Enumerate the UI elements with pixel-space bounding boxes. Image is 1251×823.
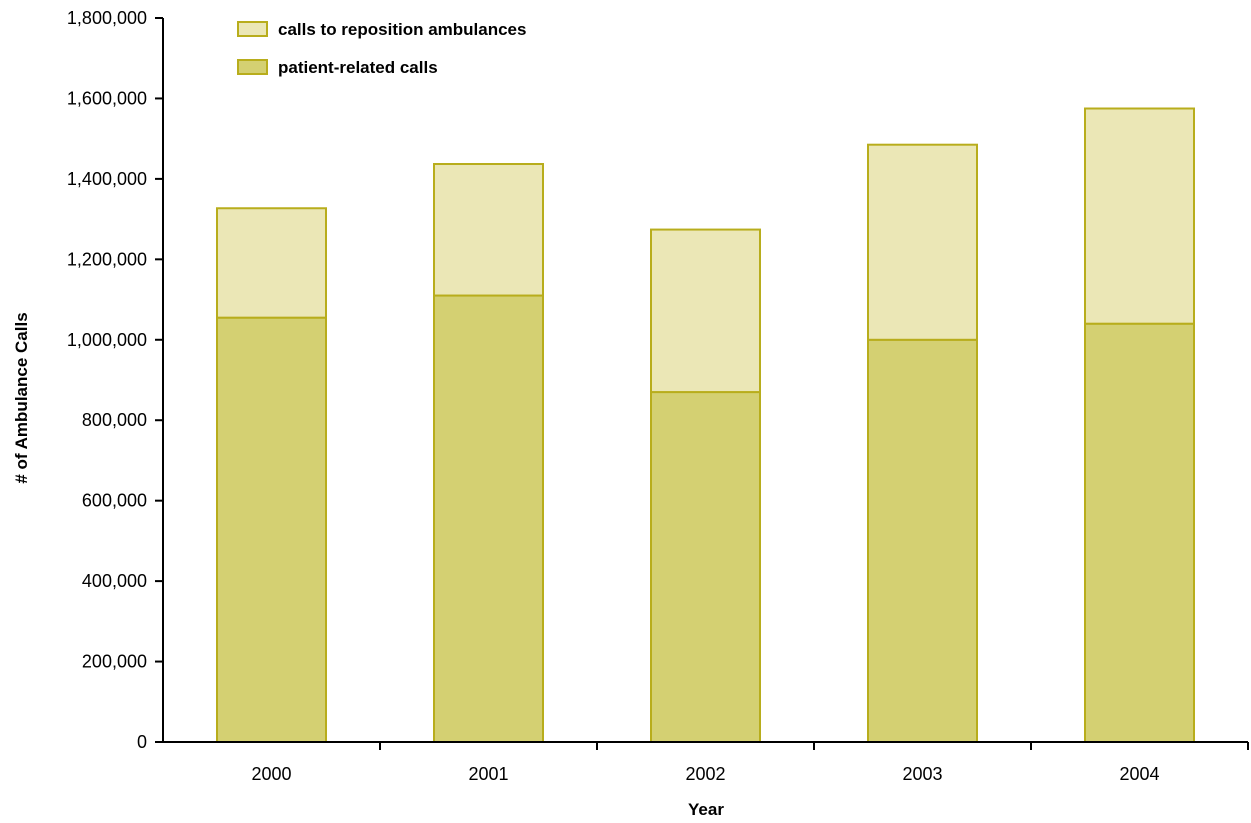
y-tick-label: 600,000 [82, 491, 147, 511]
x-tick-label: 2003 [902, 764, 942, 784]
y-ticks-group: 0 200,000 400,000 600,000 800,000 1,000,000 1,… [67, 8, 163, 752]
legend-label: patient-related calls [278, 58, 438, 77]
x-tick-label: 2000 [251, 764, 291, 784]
bar-patient-related-2002 [650, 391, 761, 743]
bar-reposition-2001 [433, 163, 544, 297]
x-tick-label: 2001 [468, 764, 508, 784]
y-tick-label: 1,200,000 [67, 249, 147, 269]
legend-label: calls to reposition ambulances [278, 20, 526, 39]
x-ticks-group: 2000 2001 2002 2003 2004 [251, 742, 1249, 784]
bars-group [216, 107, 1195, 743]
y-tick-label: 800,000 [82, 410, 147, 430]
legend-swatch [237, 59, 268, 75]
x-tick-label: 2002 [685, 764, 725, 784]
y-tick-label: 400,000 [82, 571, 147, 591]
legend-swatch [237, 21, 268, 37]
legend: calls to reposition ambulances patient-re… [237, 20, 526, 77]
y-tick-label: 1,000,000 [67, 330, 147, 350]
x-axis-title: Year [688, 800, 724, 819]
bar-reposition-2000 [216, 207, 327, 319]
y-tick-label: 0 [137, 732, 147, 752]
x-tick-label: 2004 [1119, 764, 1159, 784]
y-tick-label: 1,600,000 [67, 88, 147, 108]
bar-reposition-2003 [867, 143, 978, 341]
bar-reposition-2002 [650, 228, 761, 394]
bar-patient-related-2001 [433, 294, 544, 743]
y-tick-label: 1,800,000 [67, 8, 147, 28]
y-tick-label: 1,400,000 [67, 169, 147, 189]
bar-patient-related-2000 [216, 316, 327, 743]
bar-patient-related-2003 [867, 338, 978, 743]
bar-patient-related-2004 [1084, 322, 1195, 743]
axes-group [162, 18, 1248, 743]
bar-reposition-2004 [1084, 107, 1195, 325]
y-axis-title: # of Ambulance Calls [12, 312, 31, 483]
y-tick-label: 200,000 [82, 652, 147, 672]
